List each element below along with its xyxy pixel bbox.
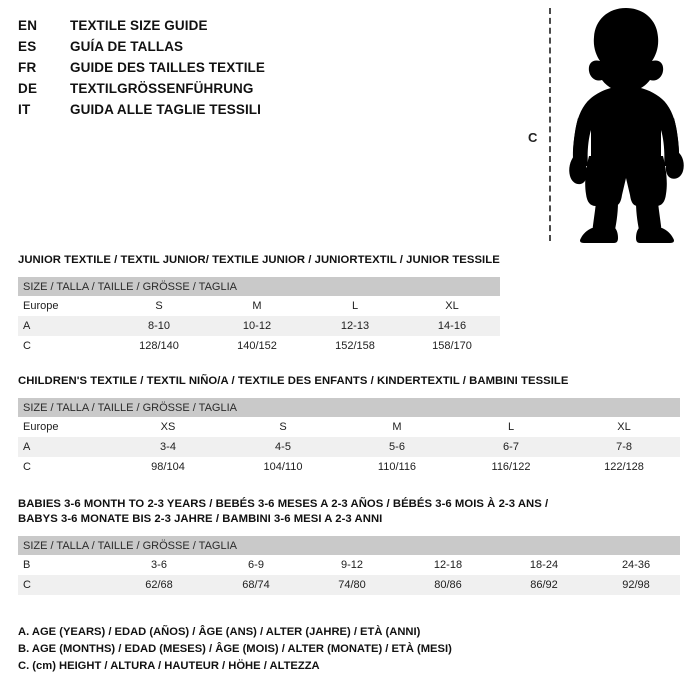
- cell-value: 12-13: [306, 316, 404, 336]
- dashed-height-axis-icon: [549, 8, 551, 241]
- band-label-children: SIZE / TALLA / TAILLE / GRÖSSE / TAGLIA: [18, 398, 681, 417]
- table-row: A 8-10 10-12 12-13 14-16: [18, 316, 500, 336]
- cell-value: XS: [110, 417, 226, 437]
- cell-value: L: [454, 417, 568, 437]
- legend-line-b: B. AGE (MONTHS) / EDAD (MESES) / ÂGE (MO…: [18, 643, 452, 655]
- cell-value: 6-9: [208, 555, 304, 575]
- title-text-it: GUIDA ALLE TAGLIE TESSILI: [70, 102, 261, 117]
- cell-value: 68/74: [208, 575, 304, 595]
- row-label: B: [18, 555, 110, 575]
- title-text-fr: GUIDE DES TAILLES TEXTILE: [70, 60, 266, 75]
- cell-value: 4-5: [226, 437, 340, 457]
- cell-value: 18-24: [496, 555, 592, 575]
- size-table-children: SIZE / TALLA / TAILLE / GRÖSSE / TAGLIA …: [18, 398, 681, 477]
- band-label-junior: SIZE / TALLA / TAILLE / GRÖSSE / TAGLIA: [18, 277, 500, 296]
- section-heading-babies-line1: BABIES 3-6 MONTH TO 2-3 YEARS / BEBÉS 3-…: [18, 498, 549, 510]
- title-row: FR GUIDE DES TAILLES TEXTILE: [18, 60, 348, 81]
- cell-value: 24-36: [592, 555, 681, 575]
- cell-value: XL: [568, 417, 681, 437]
- language-code-en: EN: [18, 18, 38, 33]
- cell-value: 110/116: [340, 457, 454, 477]
- cell-value: 98/104: [110, 457, 226, 477]
- language-title-block: EN TEXTILE SIZE GUIDE ES GUÍA DE TALLAS …: [18, 18, 348, 123]
- cell-value: 116/122: [454, 457, 568, 477]
- cell-value: 80/86: [400, 575, 496, 595]
- cell-value: 122/128: [568, 457, 681, 477]
- section-heading-children: CHILDREN'S TEXTILE / TEXTIL NIÑO/A / TEX…: [18, 375, 569, 387]
- cell-value: 92/98: [592, 575, 681, 595]
- cell-value: 3-4: [110, 437, 226, 457]
- title-row: IT GUIDA ALLE TAGLIE TESSILI: [18, 102, 348, 123]
- title-text-en: TEXTILE SIZE GUIDE: [70, 18, 208, 33]
- language-code-de: DE: [18, 81, 38, 96]
- cell-value: 10-12: [208, 316, 306, 336]
- row-label: A: [18, 437, 110, 457]
- row-label: Europe: [18, 296, 110, 316]
- cell-value: S: [226, 417, 340, 437]
- cell-value: 7-8: [568, 437, 681, 457]
- language-code-it: IT: [18, 102, 31, 117]
- title-row: DE TEXTILGRÖSSENFÜHRUNG: [18, 81, 348, 102]
- table-band-header-row: SIZE / TALLA / TAILLE / GRÖSSE / TAGLIA: [18, 398, 681, 417]
- cell-value: M: [340, 417, 454, 437]
- cell-value: 5-6: [340, 437, 454, 457]
- cell-value: 140/152: [208, 336, 306, 356]
- table-row: B 3-6 6-9 9-12 12-18 18-24 24-36: [18, 555, 681, 575]
- section-heading-junior: JUNIOR TEXTILE / TEXTIL JUNIOR/ TEXTILE …: [18, 254, 500, 266]
- size-table-babies: SIZE / TALLA / TAILLE / GRÖSSE / TAGLIA …: [18, 536, 681, 595]
- cell-value: 14-16: [404, 316, 500, 336]
- table-band-header-row: SIZE / TALLA / TAILLE / GRÖSSE / TAGLIA: [18, 536, 681, 555]
- title-text-de: TEXTILGRÖSSENFÜHRUNG: [70, 81, 254, 96]
- cell-value: 62/68: [110, 575, 208, 595]
- cell-value: S: [110, 296, 208, 316]
- row-label: C: [18, 457, 110, 477]
- section-heading-babies-line2: BABYS 3-6 MONATE BIS 2-3 JAHRE / BAMBINI…: [18, 513, 383, 525]
- row-label: Europe: [18, 417, 110, 437]
- table-row: A 3-4 4-5 5-6 6-7 7-8: [18, 437, 681, 457]
- section-junior-textile: JUNIOR TEXTILE / TEXTIL JUNIOR/ TEXTILE …: [18, 253, 500, 356]
- table-row: C 62/68 68/74 74/80 80/86 86/92 92/98: [18, 575, 681, 595]
- table-row: C 98/104 104/110 110/116 116/122 122/128: [18, 457, 681, 477]
- height-axis-label: C: [528, 130, 538, 145]
- band-label-babies: SIZE / TALLA / TAILLE / GRÖSSE / TAGLIA: [18, 536, 681, 555]
- cell-value: XL: [404, 296, 500, 316]
- legend-line-c: C. (cm) HEIGHT / ALTURA / HAUTEUR / HÖHE…: [18, 660, 320, 672]
- cell-value: 158/170: [404, 336, 500, 356]
- cell-value: 3-6: [110, 555, 208, 575]
- cell-value: 74/80: [304, 575, 400, 595]
- section-childrens-textile: CHILDREN'S TEXTILE / TEXTIL NIÑO/A / TEX…: [18, 374, 681, 477]
- title-text-es: GUÍA DE TALLAS: [70, 39, 184, 54]
- cell-value: 12-18: [400, 555, 496, 575]
- table-row: Europe XS S M L XL: [18, 417, 681, 437]
- title-row: ES GUÍA DE TALLAS: [18, 39, 348, 60]
- table-band-header-row: SIZE / TALLA / TAILLE / GRÖSSE / TAGLIA: [18, 277, 500, 296]
- cell-value: 8-10: [110, 316, 208, 336]
- language-code-fr: FR: [18, 60, 37, 75]
- legend-block: A. AGE (YEARS) / EDAD (AÑOS) / ÂGE (ANS)…: [18, 624, 578, 675]
- cell-value: 104/110: [226, 457, 340, 477]
- row-label: A: [18, 316, 110, 336]
- cell-value: 152/158: [306, 336, 404, 356]
- legend-line-a: A. AGE (YEARS) / EDAD (AÑOS) / ÂGE (ANS)…: [18, 626, 421, 638]
- cell-value: L: [306, 296, 404, 316]
- child-silhouette-icon: [569, 8, 684, 243]
- row-label: C: [18, 336, 110, 356]
- cell-value: M: [208, 296, 306, 316]
- size-table-junior: SIZE / TALLA / TAILLE / GRÖSSE / TAGLIA …: [18, 277, 500, 356]
- table-row: C 128/140 140/152 152/158 158/170: [18, 336, 500, 356]
- language-code-es: ES: [18, 39, 37, 54]
- row-label: C: [18, 575, 110, 595]
- cell-value: 9-12: [304, 555, 400, 575]
- height-measurement-figure: C: [508, 0, 700, 250]
- title-row: EN TEXTILE SIZE GUIDE: [18, 18, 348, 39]
- section-babies-textile: BABIES 3-6 MONTH TO 2-3 YEARS / BEBÉS 3-…: [18, 497, 681, 595]
- cell-value: 86/92: [496, 575, 592, 595]
- table-row: Europe S M L XL: [18, 296, 500, 316]
- cell-value: 128/140: [110, 336, 208, 356]
- cell-value: 6-7: [454, 437, 568, 457]
